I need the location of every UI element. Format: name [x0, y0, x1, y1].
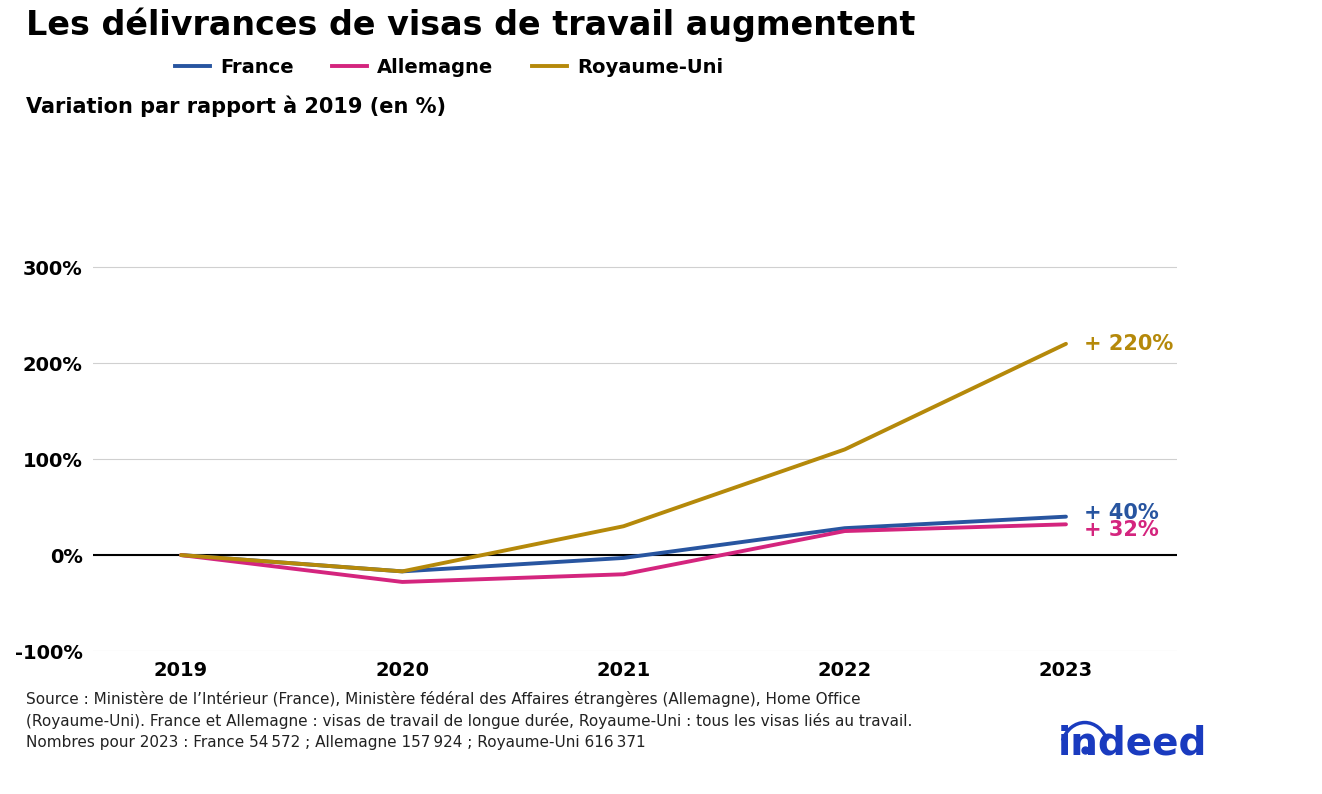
Text: + 40%: + 40%: [1084, 503, 1158, 522]
Text: Variation par rapport à 2019 (en %): Variation par rapport à 2019 (en %): [26, 95, 447, 117]
Text: + 32%: + 32%: [1084, 520, 1158, 540]
Text: + 220%: + 220%: [1084, 333, 1173, 354]
Text: Les délivrances de visas de travail augmentent: Les délivrances de visas de travail augm…: [26, 8, 916, 42]
Text: Source : Ministère de l’Intérieur (France), Ministère fédéral des Affaires étran: Source : Ministère de l’Intérieur (Franc…: [26, 691, 912, 750]
Legend: France, Allemagne, Royaume-Uni: France, Allemagne, Royaume-Uni: [168, 50, 731, 84]
Text: indeed: indeed: [1058, 724, 1207, 762]
